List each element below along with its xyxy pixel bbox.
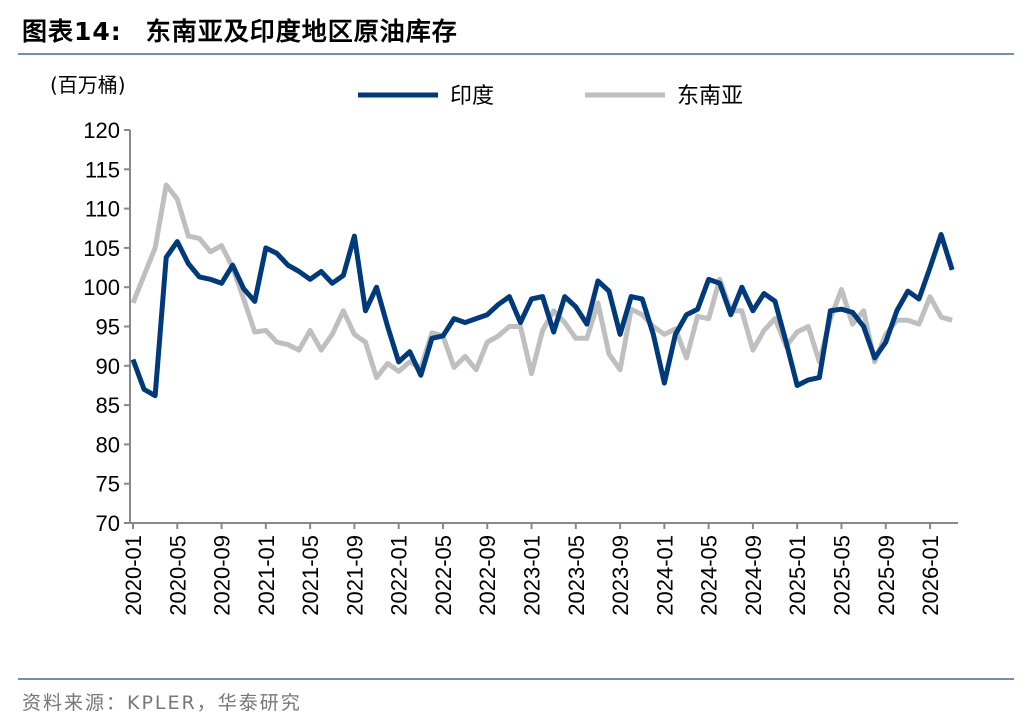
x-tick-label: 2021-09 [342,535,367,616]
x-tick-label: 2022-01 [387,535,412,616]
y-tick-label: 100 [83,275,120,300]
y-tick-label: 115 [85,157,120,182]
x-tick-label: 2021-01 [254,535,279,616]
x-tick-label: 2020-05 [165,535,190,616]
x-tick-label: 2023-05 [564,535,589,616]
source-note: 资料来源：KPLER，华泰研究 [22,692,302,714]
y-tick-label: 90 [96,354,120,379]
x-tick-label: 2024-09 [741,535,766,616]
y-tick-label: 95 [96,315,120,340]
y-tick-label: 70 [96,511,120,536]
x-tick-label: 2020-01 [121,535,146,616]
y-axis-unit-label: (百万桶) [50,73,126,97]
bottom-divider [18,678,1014,680]
y-tick-label: 80 [96,432,120,457]
x-tick-label: 2020-09 [210,535,235,616]
legend-label: 印度 [450,84,494,109]
x-tick-label: 2025-09 [874,535,899,616]
legend-label: 东南亚 [677,84,743,109]
x-tick-label: 2025-01 [785,535,810,616]
top-divider [18,53,1014,55]
figure-title: 图表14: 东南亚及印度地区原油库存 [22,12,458,48]
y-tick-label: 75 [96,472,120,497]
y-tick-label: 105 [83,236,120,261]
y-tick-label: 120 [83,118,120,143]
x-tick-label: 2022-05 [431,535,456,616]
figure-title-text: 东南亚及印度地区原油库存 [145,17,458,46]
x-tick-label: 2024-01 [652,535,677,616]
x-tick-label: 2024-05 [697,535,722,616]
legend: 印度 东南亚 [358,84,743,109]
series-line-india [130,232,955,399]
x-tick-label: 2023-09 [608,535,633,616]
x-tick-label: 2025-05 [829,535,854,616]
x-tick-label: 2021-05 [298,535,323,616]
x-tick-label: 2022-09 [475,535,500,616]
x-tick-label: 2023-01 [520,535,545,616]
y-tick-label: 110 [85,197,120,222]
series-line-southeast-asia [130,182,953,381]
y-tick-label: 85 [96,393,120,418]
x-tick-label: 2026-01 [918,535,943,616]
figure-number: 图表14: [22,17,122,46]
